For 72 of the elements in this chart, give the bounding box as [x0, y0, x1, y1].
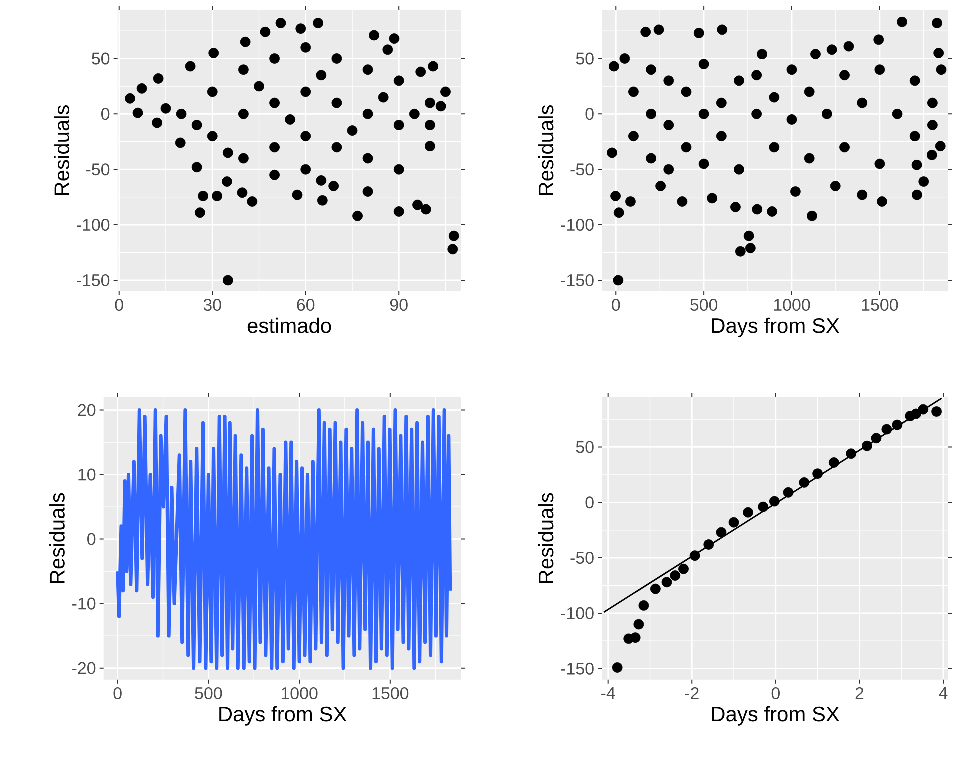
point	[716, 527, 727, 538]
y-tick-label: 50	[576, 52, 594, 65]
point	[769, 496, 780, 507]
point	[862, 441, 872, 452]
y-tick-label: -50	[570, 164, 594, 176]
y-tick-label: -100	[561, 219, 594, 232]
y-axis-title: Residuals	[50, 493, 65, 584]
x-tick-label: 1000	[282, 688, 318, 700]
point	[846, 448, 857, 460]
y-tick-label: 0	[102, 108, 110, 120]
point	[662, 577, 672, 588]
point	[932, 406, 942, 418]
y-tick-label: 50	[576, 441, 594, 454]
y-tick-label: 50	[92, 52, 110, 65]
y-tick-label: -150	[77, 274, 110, 287]
y-tick-label: 0	[88, 533, 96, 546]
x-axis-title: Days from SX	[712, 318, 840, 338]
x-tick-label: -4	[602, 688, 616, 700]
point	[799, 478, 810, 488]
x-tick-label: 60	[297, 299, 315, 312]
point	[704, 540, 714, 550]
x-tick-label: 1500	[862, 299, 898, 312]
y-tick-label: -100	[561, 608, 594, 620]
y-axis-title: Residuals	[54, 106, 70, 196]
x-tick-label: 90	[390, 299, 408, 312]
x-axis-title: Days from SX	[712, 706, 840, 726]
x-tick-label: 500	[690, 299, 718, 312]
point	[678, 564, 689, 574]
x-tick-label: -2	[685, 688, 699, 700]
point	[812, 468, 824, 480]
point	[892, 420, 903, 430]
y-axis-title: Residuals	[538, 106, 554, 196]
x-tick-label: 30	[204, 299, 222, 312]
x-tick-label: 500	[195, 688, 222, 700]
x-tick-label: 0	[772, 688, 780, 700]
point	[871, 433, 882, 444]
point	[638, 600, 650, 611]
y-tick-label: 0	[586, 108, 594, 120]
x-tick-label: 4	[939, 688, 948, 700]
y-tick-label: 20	[78, 404, 96, 416]
point	[882, 424, 892, 435]
x-tick-label: 1500	[372, 688, 409, 700]
line-series	[116, 408, 452, 670]
y-tick-label: 10	[78, 468, 96, 481]
point	[728, 517, 740, 528]
y-tick-label: -100	[77, 219, 110, 232]
y-tick-label: -20	[72, 662, 96, 674]
x-tick-label: 2	[856, 688, 864, 700]
x-tick-label: 1000	[774, 299, 810, 312]
y-tick-label: -150	[561, 662, 594, 675]
x-tick-label: 0	[612, 299, 620, 312]
y-tick-label: -50	[86, 164, 110, 176]
x-tick-label: 0	[114, 688, 122, 700]
y-tick-label: -50	[570, 552, 594, 564]
point	[630, 632, 641, 644]
y-tick-label: 0	[586, 496, 594, 509]
point	[828, 458, 840, 468]
x-tick-label: 0	[115, 299, 124, 312]
point	[743, 508, 754, 518]
y-tick-label: -10	[72, 598, 96, 610]
point	[650, 584, 661, 594]
y-tick-label: -150	[561, 274, 594, 287]
x-axis-title: estimado	[248, 318, 332, 334]
point	[634, 619, 644, 630]
point	[758, 502, 769, 512]
point	[783, 488, 794, 498]
point	[612, 662, 623, 674]
x-axis-title: Days from SX	[220, 706, 347, 726]
point	[670, 570, 681, 582]
y-axis-title: Residuals	[538, 493, 554, 584]
point	[690, 550, 700, 562]
point	[918, 404, 929, 415]
